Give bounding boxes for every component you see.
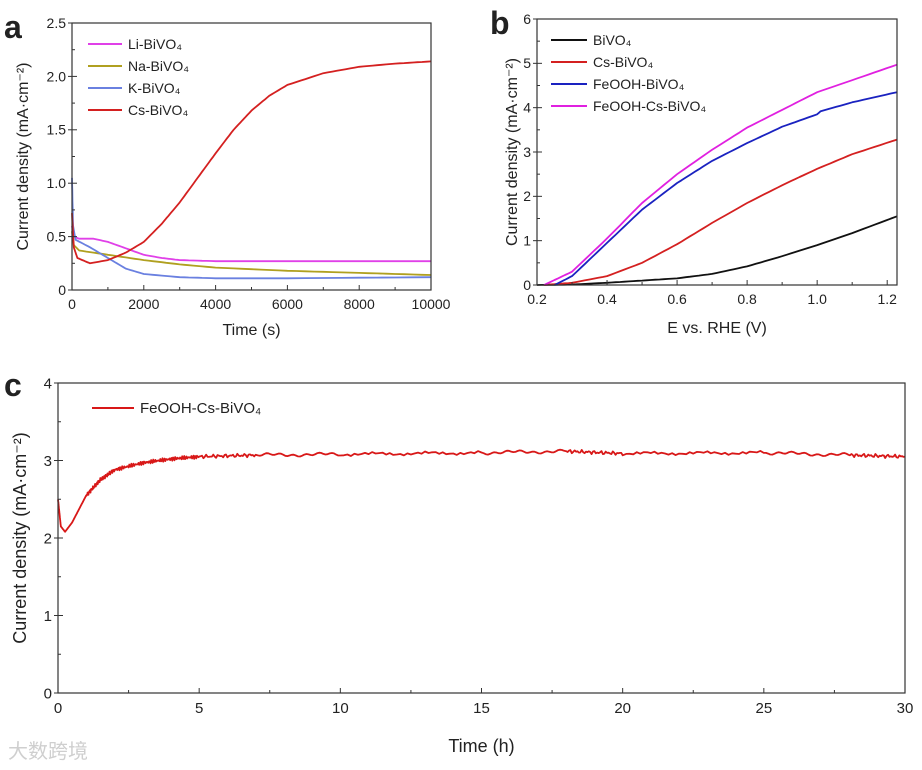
series-line-3 bbox=[554, 91, 898, 286]
y-tick-label: 2 bbox=[44, 530, 52, 547]
watermark-logo: 大数跨境 bbox=[8, 739, 88, 763]
series-line-1 bbox=[536, 215, 898, 286]
x-tick-label: 0.6 bbox=[667, 291, 687, 307]
series-line-1 bbox=[57, 448, 906, 533]
y-axis-title: Current density (mA·cm⁻²) bbox=[504, 58, 521, 246]
y-tick-label: 3 bbox=[44, 453, 52, 470]
y-axis-title: Current density (mA·cm⁻²) bbox=[10, 432, 30, 644]
legend-label: FeOOH-Cs-BiVO₄ bbox=[593, 98, 706, 114]
plot-frame bbox=[57, 382, 906, 694]
y-tick-label: 4 bbox=[44, 375, 52, 392]
x-tick-label: 30 bbox=[897, 700, 914, 717]
legend-label: FeOOH-BiVO₄ bbox=[593, 76, 685, 92]
series-line-4 bbox=[71, 60, 432, 265]
x-tick-label: 1.2 bbox=[877, 291, 897, 307]
y-tick-label: 1.0 bbox=[47, 175, 67, 191]
legend-label: Li-BiVO₄ bbox=[128, 36, 182, 52]
x-tick-label: 5 bbox=[195, 700, 203, 717]
series-line-1 bbox=[71, 225, 431, 263]
panel-label-c: c bbox=[4, 367, 22, 403]
legend-label: Na-BiVO₄ bbox=[128, 58, 189, 74]
y-tick-label: 6 bbox=[523, 11, 531, 27]
y-tick-label: 0.5 bbox=[47, 229, 67, 245]
plot-frame bbox=[71, 22, 432, 291]
x-tick-label: 4000 bbox=[200, 296, 231, 312]
x-tick-label: 10 bbox=[332, 700, 349, 717]
x-tick-label: 20 bbox=[614, 700, 631, 717]
x-tick-label: 10000 bbox=[412, 296, 451, 312]
panel-label-a: a bbox=[4, 9, 22, 45]
x-tick-label: 8000 bbox=[344, 296, 375, 312]
x-axis-title: Time (h) bbox=[448, 736, 514, 756]
x-tick-label: 0 bbox=[54, 700, 62, 717]
x-tick-label: 6000 bbox=[272, 296, 303, 312]
chart-panel-a: Li-BiVO₄ Na-BiVO₄ K-BiVO₄ Cs-BiVO₄ 0 2000 4000… bbox=[15, 15, 451, 339]
series-line-3 bbox=[71, 177, 432, 280]
y-tick-label: 5 bbox=[523, 55, 531, 71]
y-tick-label: 1 bbox=[44, 608, 52, 625]
y-tick-label: 2 bbox=[523, 188, 531, 204]
legend-label: Cs-BiVO₄ bbox=[128, 102, 188, 118]
x-tick-label: 0.2 bbox=[527, 291, 547, 307]
y-tick-label: 0 bbox=[58, 282, 66, 298]
y-tick-label: 0 bbox=[44, 685, 52, 702]
x-axis-title: E vs. RHE (V) bbox=[667, 320, 767, 337]
plot-frame bbox=[536, 18, 898, 286]
x-tick-label: 0 bbox=[68, 296, 76, 312]
legend-label: FeOOH-Cs-BiVO₄ bbox=[140, 400, 261, 417]
x-tick-label: 1.0 bbox=[807, 291, 827, 307]
x-tick-label: 2000 bbox=[128, 296, 159, 312]
series-line-2 bbox=[71, 231, 432, 276]
y-tick-label: 2.5 bbox=[47, 15, 67, 31]
x-tick-label: 0.8 bbox=[737, 291, 757, 307]
series-line-2 bbox=[543, 138, 898, 286]
y-tick-label: 4 bbox=[523, 100, 531, 116]
y-tick-label: 1 bbox=[523, 233, 531, 249]
chart-panel-c: FeOOH-Cs-BiVO₄ 0 5 10 15 20 25 30 0 1 2 3 4 Time (h) C… bbox=[10, 375, 913, 756]
x-axis-title: Time (s) bbox=[222, 322, 280, 339]
y-tick-label: 1.5 bbox=[47, 122, 67, 138]
y-tick-label: 2.0 bbox=[47, 68, 67, 84]
x-tick-label: 15 bbox=[473, 700, 490, 717]
panel-label-b: b bbox=[490, 5, 510, 41]
y-axis-title: Current density (mA·cm⁻²) bbox=[15, 62, 32, 250]
legend-label: K-BiVO₄ bbox=[128, 80, 181, 96]
legend-label: BiVO₄ bbox=[593, 32, 632, 48]
y-tick-label: 0 bbox=[523, 277, 531, 293]
legend-label: Cs-BiVO₄ bbox=[593, 54, 653, 70]
x-tick-label: 25 bbox=[755, 700, 772, 717]
y-tick-label: 3 bbox=[523, 144, 531, 160]
chart-panel-b: BiVO₄ Cs-BiVO₄ FeOOH-BiVO₄ FeOOH-Cs-BiVO₄ 0.… bbox=[504, 11, 898, 337]
x-tick-label: 0.4 bbox=[597, 291, 617, 307]
series-line-4 bbox=[543, 63, 898, 286]
